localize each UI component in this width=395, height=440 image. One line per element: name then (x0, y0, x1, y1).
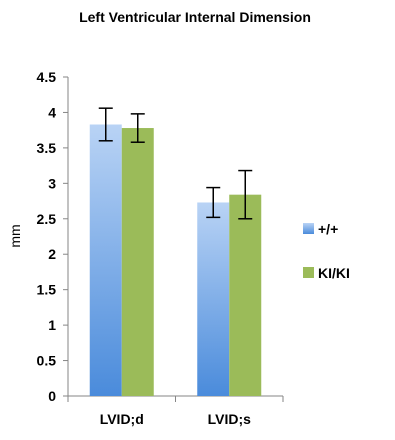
chart-title: Left Ventricular Internal Dimension (79, 9, 311, 25)
y-tick-label: 1.5 (37, 282, 57, 298)
y-tick-label: 0.5 (37, 353, 57, 369)
legend-swatch (303, 267, 314, 278)
bar (229, 194, 262, 396)
y-tick-label: 3 (48, 175, 56, 191)
y-tick-label: 2 (48, 246, 56, 262)
legend: +/+ KI/KI (303, 221, 350, 281)
y-axis-label: mm (7, 224, 23, 247)
bar (89, 124, 122, 397)
y-tick-label: 0 (48, 388, 56, 404)
legend-label: +/+ (318, 221, 338, 237)
legend-label: KI/KI (318, 265, 350, 281)
x-tick-label: LVID;d (100, 411, 144, 427)
y-tick-label: 4.5 (37, 69, 57, 85)
legend-swatch (303, 223, 314, 234)
y-tick-label: 2.5 (37, 211, 57, 227)
y-tick-label: 1 (48, 317, 56, 333)
bar (197, 202, 230, 396)
y-tick-label: 4 (48, 104, 56, 120)
bar (121, 128, 154, 397)
x-tick-label: LVID;s (208, 411, 252, 427)
y-tick-label: 3.5 (37, 140, 57, 156)
plot-area: 0 0.5 1 1.5 2 2.5 3 3.5 4 4.5 LVID;d LVID;s (37, 69, 284, 427)
